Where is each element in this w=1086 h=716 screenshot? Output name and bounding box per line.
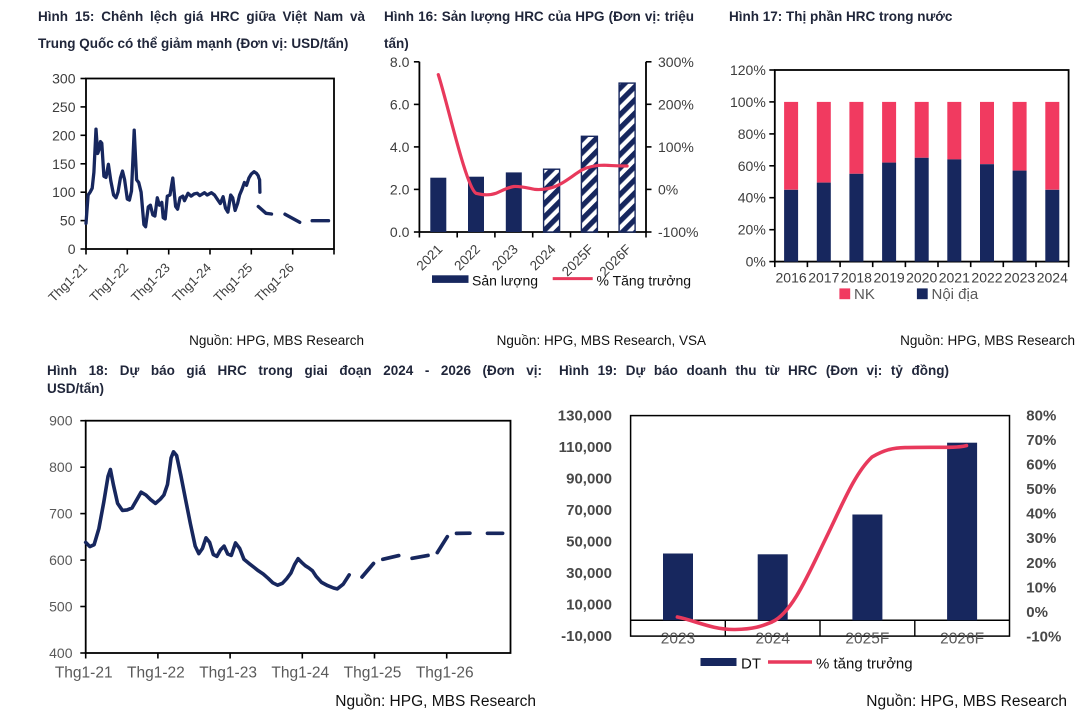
svg-text:150: 150 [52,156,76,172]
svg-text:400: 400 [49,645,73,661]
svg-text:-10%: -10% [1026,629,1061,646]
svg-text:0%: 0% [658,181,678,197]
svg-text:40%: 40% [1026,506,1056,523]
svg-text:-100%: -100% [658,224,698,240]
svg-text:2021: 2021 [939,270,970,286]
svg-text:60%: 60% [738,158,766,174]
svg-text:2024: 2024 [755,630,790,647]
svg-text:2023: 2023 [489,242,521,274]
svg-text:10,000: 10,000 [566,597,612,614]
svg-text:NK: NK [854,286,875,303]
svg-text:20%: 20% [1026,555,1056,572]
svg-text:130,000: 130,000 [558,408,612,425]
svg-text:800: 800 [49,459,73,475]
svg-text:8.0: 8.0 [390,54,410,70]
svg-text:2022: 2022 [971,270,1002,286]
svg-text:30,000: 30,000 [566,565,612,582]
svg-text:50%: 50% [1026,481,1056,498]
svg-text:Nội địa: Nội địa [932,286,979,303]
svg-text:Thg1-22: Thg1-22 [127,665,185,682]
svg-text:20%: 20% [738,222,766,238]
svg-text:100%: 100% [730,94,766,110]
svg-text:Thg1-26: Thg1-26 [416,665,474,682]
svg-text:2017: 2017 [808,270,839,286]
svg-text:70,000: 70,000 [566,502,612,519]
svg-text:40%: 40% [738,190,766,206]
svg-text:200: 200 [52,127,76,143]
svg-text:% tăng trưởng: % tăng trưởng [816,656,913,673]
svg-text:80%: 80% [738,126,766,142]
svg-text:DT: DT [741,656,761,673]
svg-text:10%: 10% [1026,579,1056,596]
svg-text:2023: 2023 [661,630,695,647]
svg-text:2021: 2021 [414,242,446,274]
svg-text:Sản lượng: Sản lượng [472,272,538,288]
svg-text:700: 700 [49,506,73,522]
svg-text:2022: 2022 [451,242,483,274]
svg-text:2024: 2024 [527,241,559,273]
svg-text:60%: 60% [1026,457,1056,474]
svg-text:90,000: 90,000 [566,471,612,488]
svg-text:300%: 300% [658,54,694,70]
svg-text:2019: 2019 [874,270,905,286]
svg-text:Thg1-22: Thg1-22 [87,260,132,305]
svg-text:6.0: 6.0 [390,96,410,112]
svg-text:900: 900 [49,413,73,429]
svg-text:Thg1-24: Thg1-24 [271,665,329,682]
svg-text:120%: 120% [730,62,766,78]
svg-text:2.0: 2.0 [390,181,410,197]
svg-text:100: 100 [52,184,76,200]
svg-text:Thg1-21: Thg1-21 [45,260,90,305]
svg-text:80%: 80% [1026,407,1056,424]
svg-text:500: 500 [49,599,73,615]
svg-text:2016: 2016 [776,270,807,286]
svg-text:% Tăng trưởng: % Tăng trưởng [597,272,692,288]
svg-text:70%: 70% [1026,432,1056,449]
svg-text:4.0: 4.0 [390,139,410,155]
svg-text:-10,000: -10,000 [561,628,612,645]
svg-text:30%: 30% [1026,530,1056,547]
svg-text:2025F: 2025F [559,242,597,280]
svg-text:Thg1-25: Thg1-25 [344,665,402,682]
svg-text:2020: 2020 [906,270,937,286]
svg-text:2025F: 2025F [845,630,889,647]
svg-text:250: 250 [52,99,76,115]
svg-text:2026F: 2026F [940,630,984,647]
svg-text:100%: 100% [658,139,694,155]
svg-text:2018: 2018 [841,270,872,286]
svg-text:Thg1-23: Thg1-23 [199,665,257,682]
svg-text:0: 0 [68,241,76,257]
svg-text:110,000: 110,000 [559,439,612,456]
svg-text:600: 600 [49,552,73,568]
svg-text:0%: 0% [746,254,766,270]
svg-text:50,000: 50,000 [566,534,612,551]
svg-text:Thg1-23: Thg1-23 [128,260,173,305]
svg-text:2023: 2023 [1004,270,1035,286]
svg-text:Thg1-26: Thg1-26 [252,260,297,305]
svg-text:Thg1-24: Thg1-24 [169,260,214,305]
svg-text:200%: 200% [658,96,694,112]
svg-text:Thg1-21: Thg1-21 [55,665,113,682]
svg-text:2024: 2024 [1037,270,1068,286]
svg-text:0.0: 0.0 [390,224,410,240]
svg-text:300: 300 [52,71,76,87]
svg-text:Thg1-25: Thg1-25 [211,260,256,305]
svg-text:0%: 0% [1026,604,1048,621]
svg-text:50: 50 [60,213,76,229]
